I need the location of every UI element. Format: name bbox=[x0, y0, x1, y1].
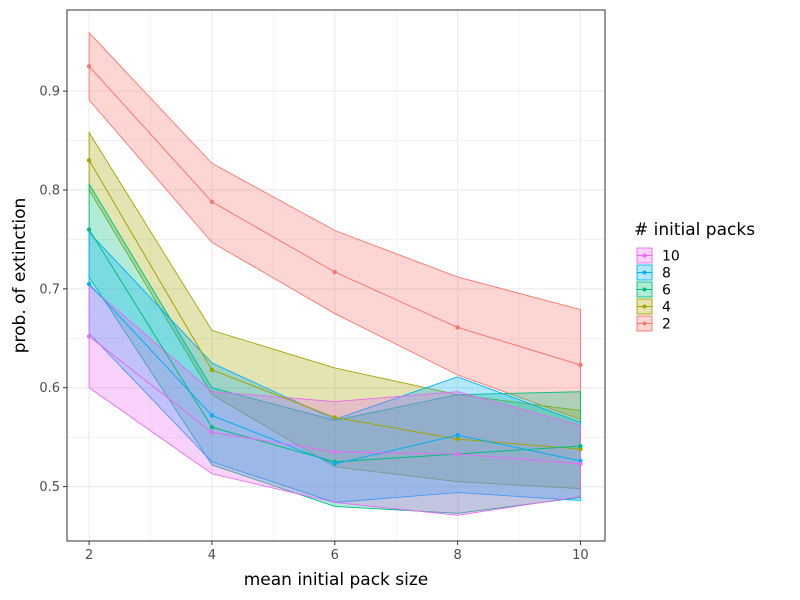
point-series-6 bbox=[209, 425, 215, 430]
point-series-4 bbox=[332, 415, 337, 420]
point-series-4 bbox=[209, 367, 215, 373]
legend-item-8: 8 bbox=[636, 264, 671, 282]
x-tick-label: 10 bbox=[572, 548, 589, 563]
x-tick-label: 4 bbox=[208, 548, 216, 563]
point-series-2 bbox=[209, 199, 215, 205]
ribbon-series-10 bbox=[88, 284, 581, 516]
legend-label: 10 bbox=[662, 249, 680, 265]
legend-item-10: 10 bbox=[636, 247, 680, 265]
axes: 2 4 6 8 10 0.5 0.6 0.7 0.8 0.9 bbox=[39, 85, 588, 563]
y-axis-title: prob. of extinction bbox=[10, 198, 30, 354]
y-tick-label: 0.6 bbox=[39, 381, 60, 396]
point-series-10 bbox=[209, 430, 215, 435]
legend-title: # initial packs bbox=[634, 220, 755, 240]
x-tick-label: 6 bbox=[331, 548, 339, 563]
legend-item-2: 2 bbox=[636, 315, 671, 333]
point-series-2 bbox=[578, 362, 583, 368]
series-points bbox=[86, 64, 583, 467]
point-series-4 bbox=[455, 436, 460, 442]
legend-key-point bbox=[642, 287, 647, 292]
point-series-10 bbox=[86, 334, 92, 339]
y-tick-label: 0.7 bbox=[39, 282, 60, 297]
y-tick-label: 0.8 bbox=[39, 183, 60, 198]
point-series-10 bbox=[455, 451, 460, 457]
point-series-6 bbox=[86, 227, 92, 232]
point-series-8 bbox=[86, 281, 92, 287]
x-tick-label: 2 bbox=[85, 548, 93, 563]
legend-label: 8 bbox=[662, 266, 671, 282]
point-series-10 bbox=[578, 461, 583, 467]
legend-item-4: 4 bbox=[636, 298, 671, 316]
legend-label: 4 bbox=[662, 300, 671, 316]
point-series-8 bbox=[209, 413, 215, 418]
point-series-2 bbox=[455, 325, 460, 330]
plot-panel-border bbox=[66, 9, 606, 542]
legend-label: 2 bbox=[662, 317, 671, 333]
x-axis-title: mean initial pack size bbox=[244, 570, 429, 590]
y-tick-label: 0.5 bbox=[39, 480, 60, 495]
point-series-8 bbox=[332, 461, 337, 467]
point-series-10 bbox=[332, 449, 337, 455]
legend-key-point bbox=[642, 270, 647, 275]
legend-key-point bbox=[642, 304, 647, 309]
point-series-2 bbox=[332, 269, 337, 275]
point-series-4 bbox=[86, 158, 92, 163]
point-series-8 bbox=[455, 432, 460, 438]
legend-key-point bbox=[642, 321, 647, 326]
legend-item-6: 6 bbox=[636, 281, 671, 299]
x-tick-label: 8 bbox=[453, 548, 461, 563]
y-tick-label: 0.9 bbox=[39, 85, 60, 100]
point-series-2 bbox=[86, 64, 92, 69]
legend-key-point bbox=[642, 253, 647, 258]
legend-label: 6 bbox=[662, 283, 671, 299]
point-series-6 bbox=[578, 443, 583, 449]
